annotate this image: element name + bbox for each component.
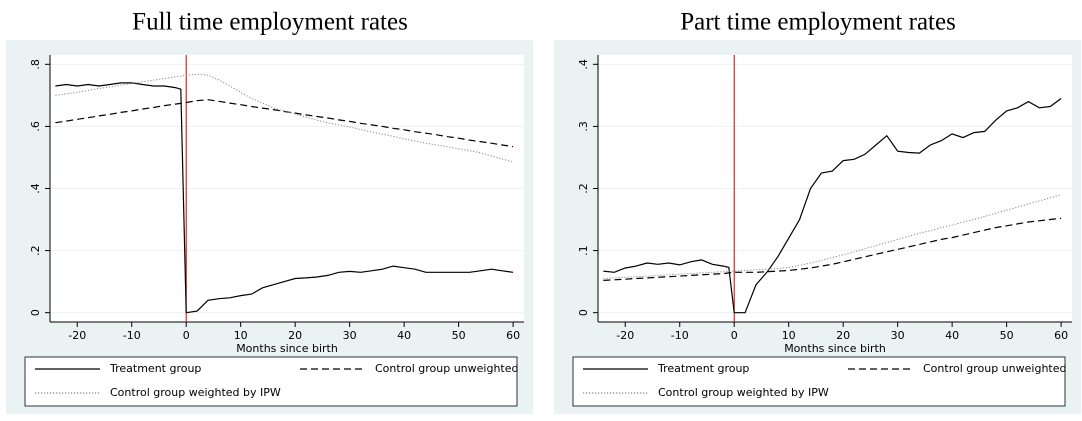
chart-title: Part time employment rates xyxy=(680,9,956,36)
y-tick-label: .4 xyxy=(29,183,42,194)
legend-label: Control group weighted by IPW xyxy=(110,386,281,399)
x-tick-label: 50 xyxy=(452,329,466,342)
x-tick-label: 20 xyxy=(836,329,850,342)
x-tick-label: -10 xyxy=(123,329,141,342)
legend-label: Control group unweighted xyxy=(923,362,1066,375)
x-tick-label: -10 xyxy=(671,329,689,342)
legend-box xyxy=(572,356,1066,407)
x-tick-label: 60 xyxy=(1054,329,1068,342)
series-line xyxy=(55,73,514,163)
y-tick-label: 0 xyxy=(577,309,590,316)
series-line xyxy=(55,99,514,148)
x-tick-label: 40 xyxy=(397,329,411,342)
x-tick-label: 30 xyxy=(891,329,905,342)
y-tick-label: .2 xyxy=(577,183,590,194)
legend-label: Control group weighted by IPW xyxy=(658,386,829,399)
y-tick-label: .3 xyxy=(577,121,590,132)
legend-label: Treatment group xyxy=(657,362,749,375)
series-line xyxy=(603,194,1062,279)
x-tick-label: 0 xyxy=(183,329,190,342)
x-axis-label: Months since birth xyxy=(784,342,886,355)
y-tick-label: .4 xyxy=(577,59,590,70)
x-tick-label: 60 xyxy=(506,329,520,342)
chart-title: Full time employment rates xyxy=(132,9,408,36)
y-tick-label: 0 xyxy=(29,309,42,316)
legend-label: Control group unweighted xyxy=(375,362,518,375)
x-tick-label: -20 xyxy=(616,329,634,342)
legend-label: Treatment group xyxy=(109,362,201,375)
legend-box xyxy=(24,356,518,407)
y-tick-label: .1 xyxy=(577,245,590,256)
series-line xyxy=(603,217,1062,281)
y-tick-label: .6 xyxy=(29,121,42,132)
x-tick-label: -20 xyxy=(68,329,86,342)
y-tick-label: .8 xyxy=(29,59,42,70)
x-tick-label: 10 xyxy=(234,329,248,342)
y-tick-label: .2 xyxy=(29,245,42,256)
x-tick-label: 0 xyxy=(731,329,738,342)
x-tick-label: 40 xyxy=(945,329,959,342)
series-line xyxy=(603,98,1062,314)
x-tick-label: 50 xyxy=(1000,329,1014,342)
x-axis-label: Months since birth xyxy=(236,342,338,355)
x-tick-label: 20 xyxy=(288,329,302,342)
x-tick-label: 30 xyxy=(343,329,357,342)
x-tick-label: 10 xyxy=(782,329,796,342)
